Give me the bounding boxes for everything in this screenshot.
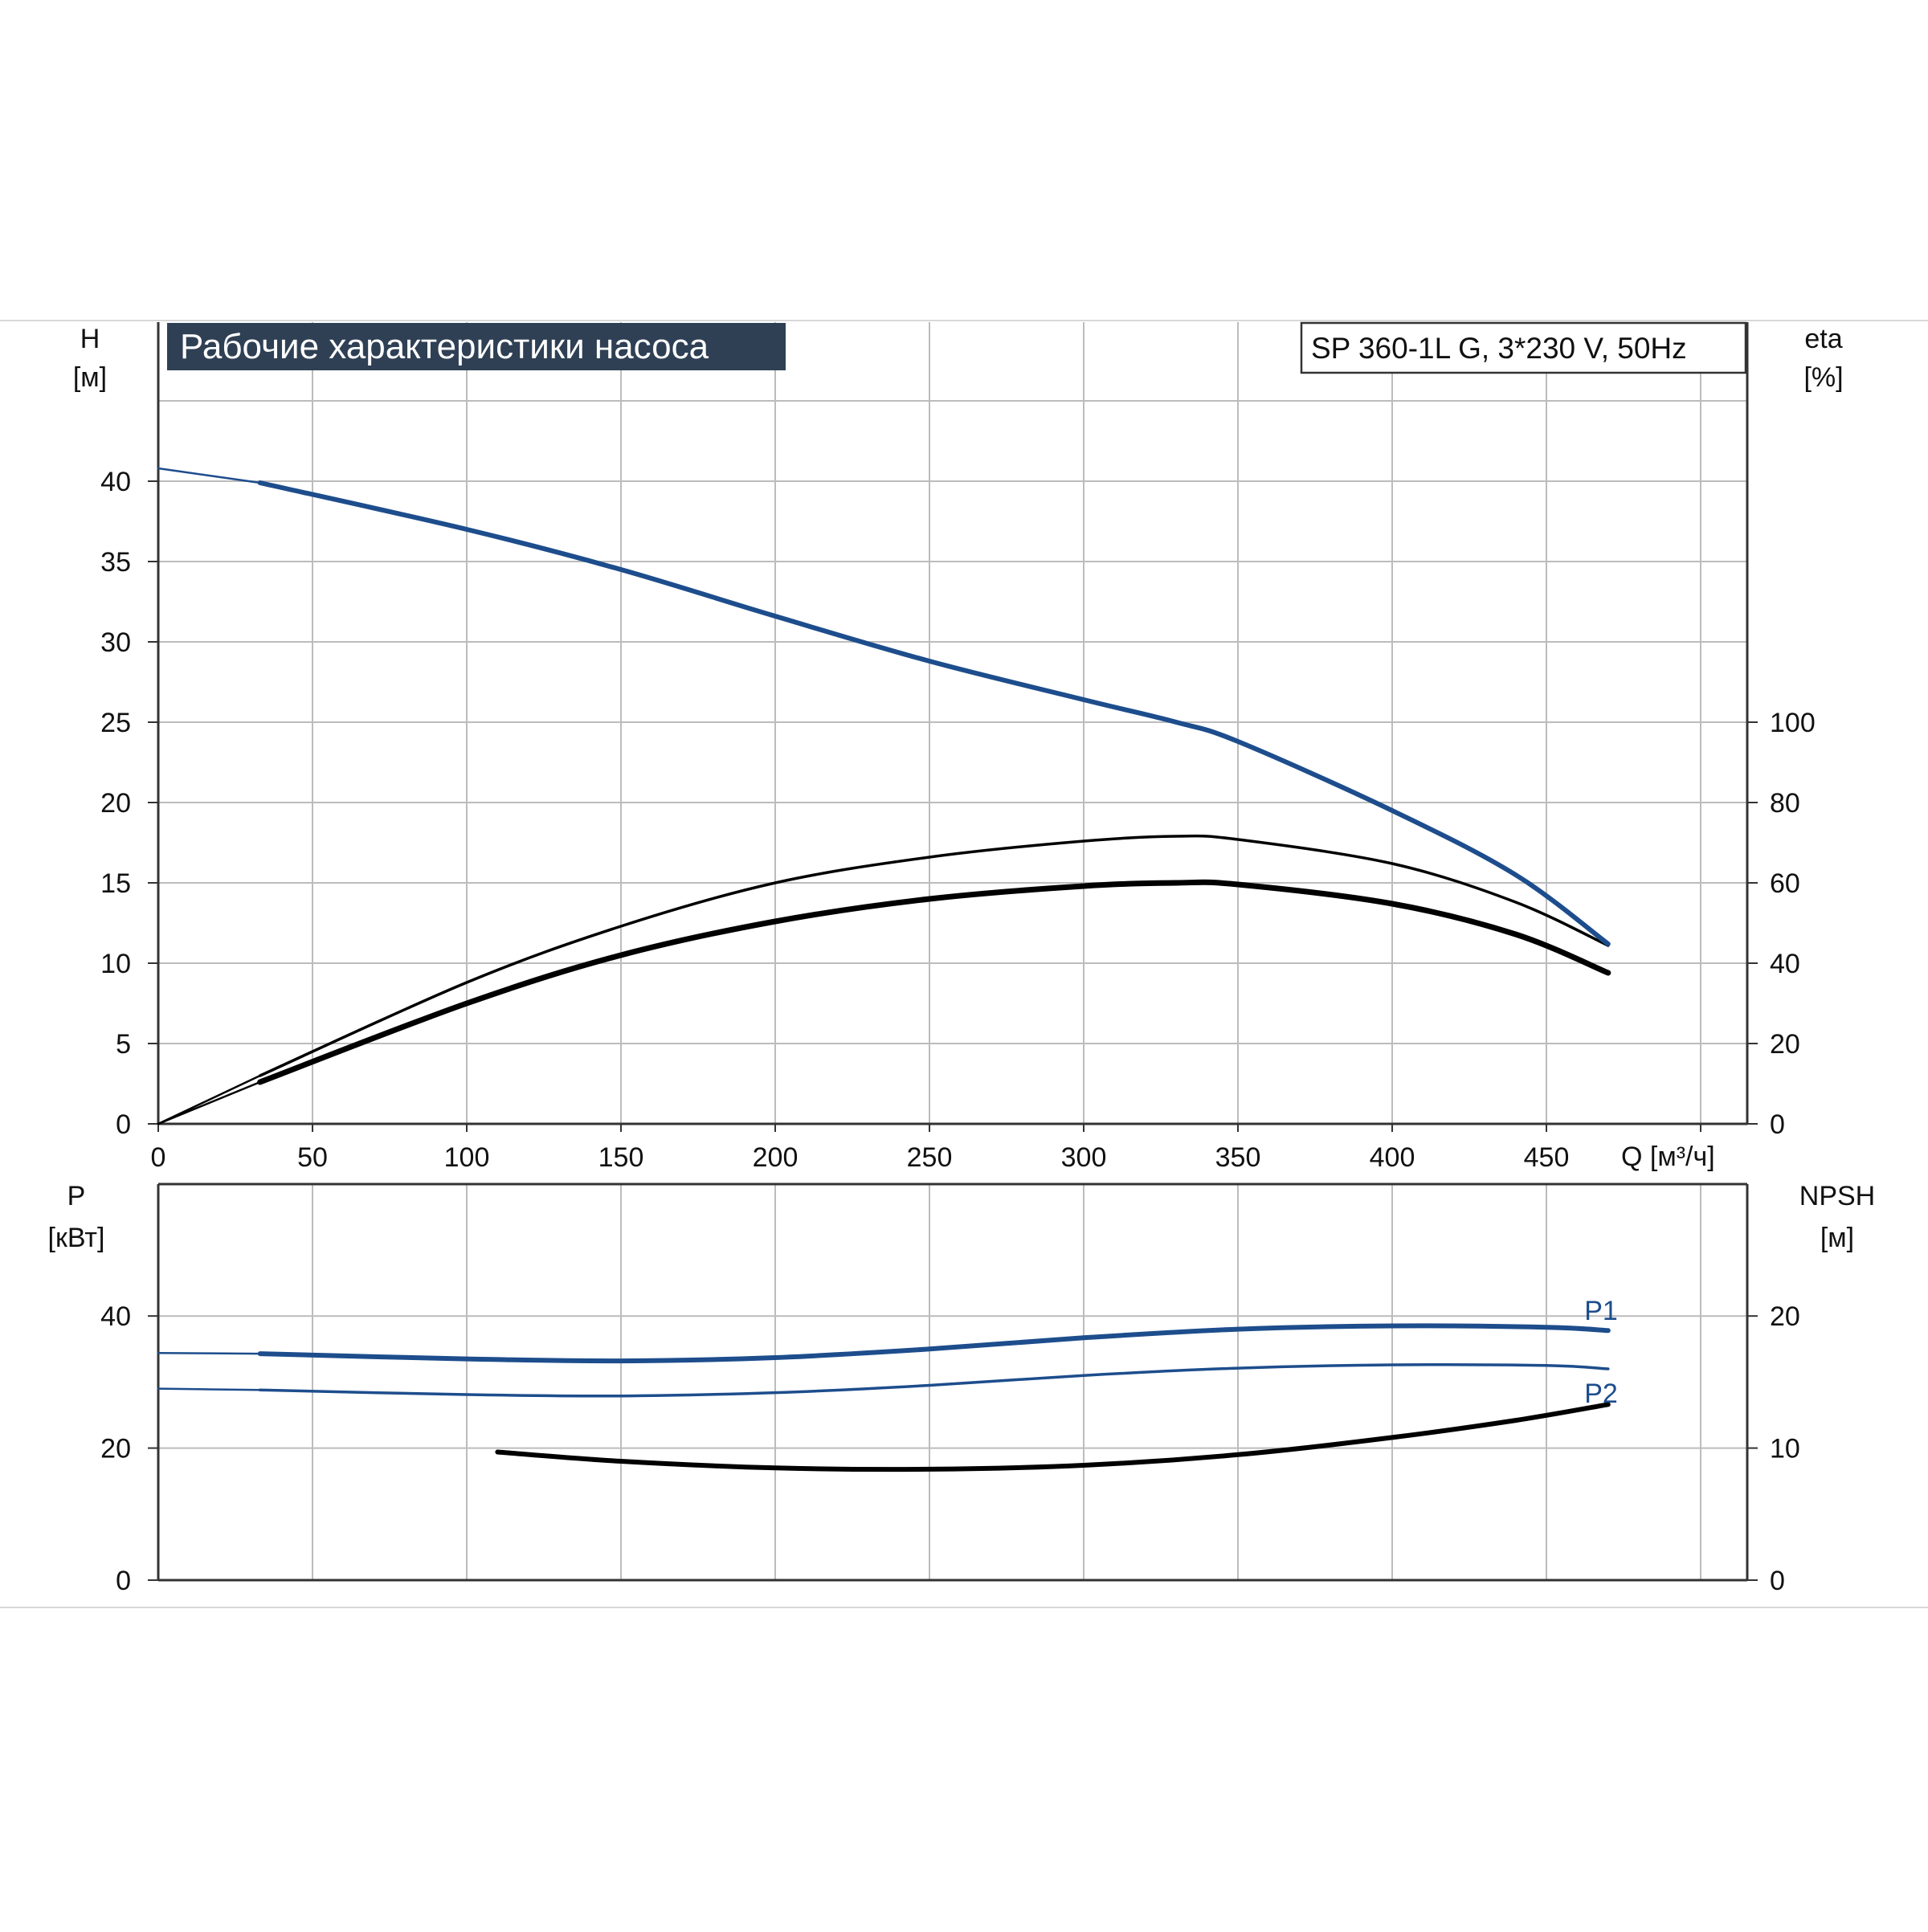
model-box [1300,321,1747,374]
y-tick-h-35: 35 [100,547,131,578]
y-tick-h-25: 25 [100,708,131,738]
head-curve-H [257,480,1611,946]
y2-tick-eta-100: 100 [1770,708,1816,738]
curves [157,467,1611,1472]
y-tick-h-10: 10 [100,949,131,979]
y2-tick-npsh-0: 0 [1770,1566,1785,1596]
series-label-p1: P1 [1584,1296,1618,1326]
y-tick-h-20: 20 [100,788,131,819]
y-axis-unit-H: [м] [73,362,107,393]
y-tick-h-40: 40 [100,467,131,497]
x-tick-350: 350 [1215,1142,1261,1173]
x-axis-label-Q: Q [м³/ч] [1621,1142,1715,1172]
y-tick-h-0: 0 [116,1109,131,1140]
title-box [167,323,786,370]
x-tick-0: 0 [151,1142,166,1173]
x-tick-250: 250 [907,1142,953,1173]
eta-thick-curve-extension [157,1080,261,1125]
y-axis-label-P: P [67,1181,86,1211]
y2-tick-eta-80: 80 [1770,788,1800,819]
y-axis-label-H: H [80,324,100,354]
y2-tick-eta-40: 40 [1770,949,1800,979]
x-tick-150: 150 [598,1142,644,1173]
npsh-curve [495,1402,1611,1472]
y2-tick-eta-20: 20 [1770,1029,1800,1060]
power-curve-p2 [258,1363,1610,1398]
x-tick-450: 450 [1524,1142,1570,1173]
eta-thin-curve [258,834,1610,1077]
series-label-p2: P2 [1584,1379,1618,1409]
y-tick-h-15: 15 [100,868,131,899]
bottom-grid [158,1184,1747,1580]
y-tick-h-30: 30 [100,627,131,658]
x-tick-100: 100 [444,1142,490,1173]
chart-title: Рабочие характеристики насоса [180,327,709,366]
model-label: SP 360-1L G, 3*230 V, 50Hz [1311,332,1687,365]
power-curve-p2-extension [157,1387,261,1391]
y-tick-p-20: 20 [100,1434,131,1464]
y-tick-h-5: 5 [116,1029,131,1060]
y2-axis-unit-npsh: [м] [1820,1223,1854,1253]
eta-thick-curve [257,879,1611,1085]
power-curve-p1 [257,1323,1611,1364]
top-grid [158,322,1747,1124]
tick-labels: 0 50 100 150 200 250 300 350 400 4500510152025303… [100,467,1816,1596]
y2-axis-label-eta: eta [1804,324,1842,354]
x-tick-200: 200 [753,1142,799,1173]
head-curve-H-extension [157,467,261,484]
y2-tick-eta-0: 0 [1770,1109,1785,1140]
y2-tick-npsh-10: 10 [1770,1434,1800,1464]
x-tick-400: 400 [1370,1142,1415,1173]
power-curve-p1-extension [157,1351,261,1355]
x-tick-300: 300 [1061,1142,1107,1173]
y-axis-unit-P: [кВт] [48,1223,105,1253]
y2-axis-label-npsh: NPSH [1799,1181,1875,1211]
x-tick-50: 50 [297,1142,328,1173]
y-tick-p-40: 40 [100,1301,131,1332]
y2-axis-unit-eta: [%] [1803,362,1843,393]
y-tick-p-0: 0 [116,1566,131,1596]
y2-tick-eta-60: 60 [1770,868,1800,899]
y2-tick-npsh-20: 20 [1770,1301,1800,1332]
